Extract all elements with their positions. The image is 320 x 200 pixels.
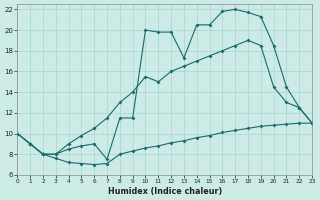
X-axis label: Humidex (Indice chaleur): Humidex (Indice chaleur) bbox=[108, 187, 222, 196]
